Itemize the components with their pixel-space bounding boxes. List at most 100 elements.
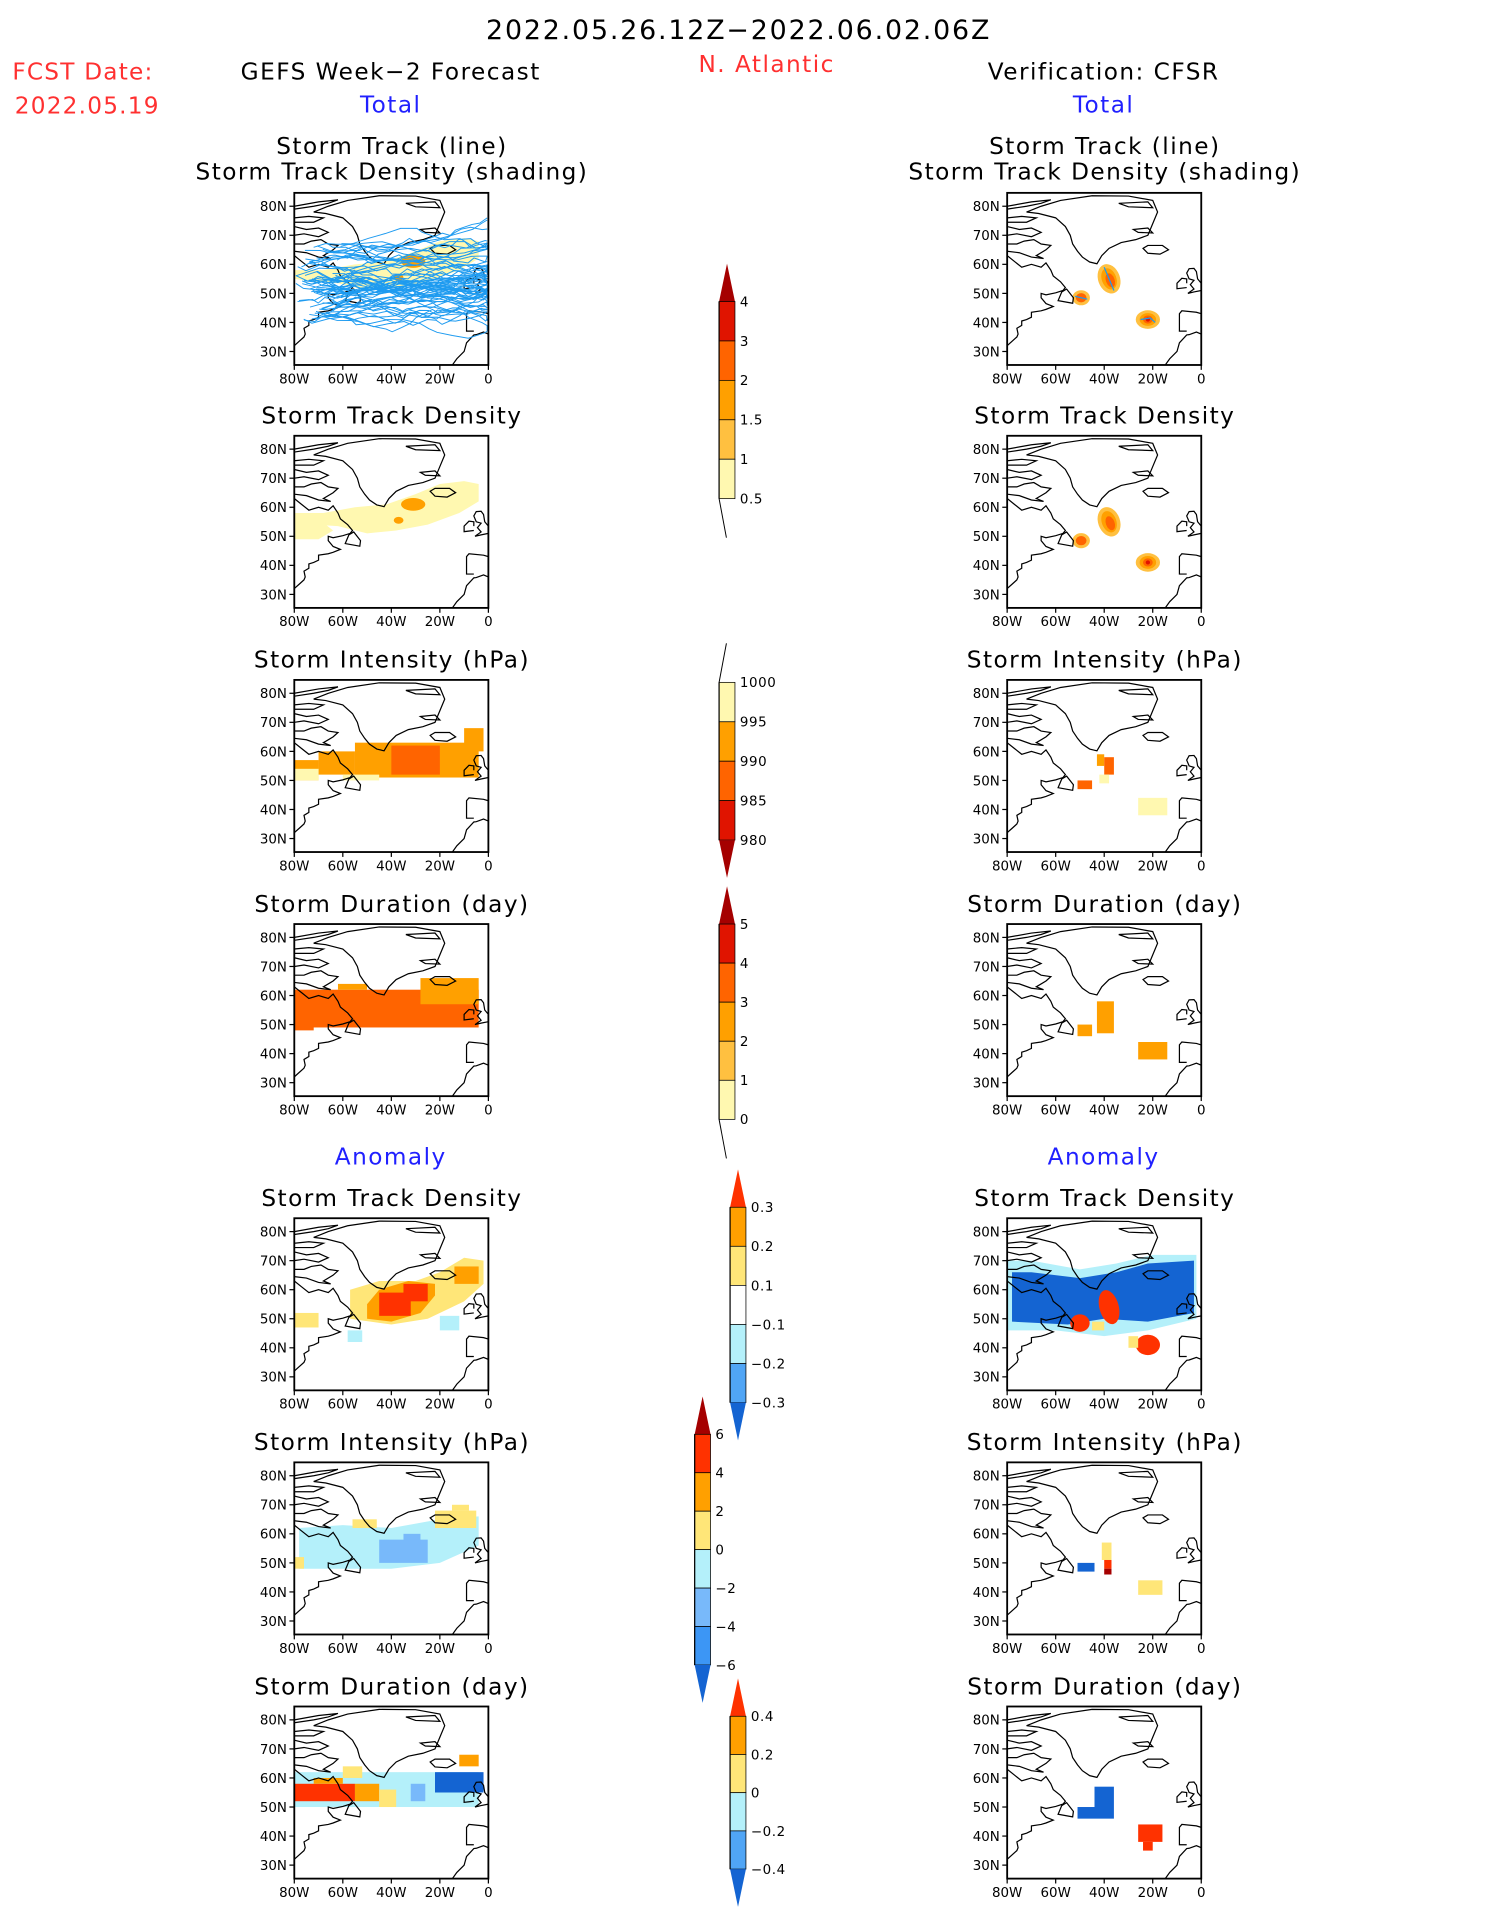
lon-tick-label: 20W (425, 859, 455, 874)
storm-track-line (340, 227, 488, 249)
colorbar-tick-label: 2 (715, 1505, 724, 1520)
panel-title: Storm Duration (day) (967, 1673, 1242, 1700)
lat-tick-label: 30N (973, 345, 1000, 360)
lat-tick-label: 60N (260, 745, 287, 760)
lon-tick-label: 0 (1197, 1886, 1206, 1901)
verification-duration-anomaly-map: 80N 70N 60N 50N 40N 30N 80W 60W 40W 20W 0 (973, 1705, 1206, 1901)
colorbar-box (718, 721, 736, 762)
lat-tick-label: 40N (973, 559, 1000, 574)
coastline (1007, 926, 1202, 1097)
lat-tick-label: 40N (260, 1342, 287, 1357)
panel-title: Storm Track Density (974, 403, 1235, 430)
lon-tick-label: 80W (279, 1103, 309, 1118)
lon-tick-label: 0 (484, 1642, 493, 1657)
verification-track-line-map: 80N 70N 60N 50N 40N 30N 80W 60W 40W 20W 0 (973, 191, 1206, 387)
lon-tick-label: 80W (992, 1103, 1022, 1118)
storm-track-line (311, 270, 488, 288)
lat-tick-label: 30N (260, 1859, 287, 1874)
storm-track-line (311, 311, 488, 333)
lat-tick-label: 30N (973, 1371, 1000, 1386)
lat-tick-label: 60N (260, 258, 287, 273)
lat-tick-label: 40N (260, 803, 287, 818)
panel-title: Storm Intensity (hPa) (254, 647, 530, 674)
lat-tick-label: 70N (260, 229, 287, 244)
panel-title: Storm Track Density (261, 403, 522, 430)
lat-tick-label: 60N (973, 501, 1000, 516)
lat-tick-label: 60N (973, 989, 1000, 1004)
lat-tick-label: 50N (260, 530, 287, 545)
storm-track-line (330, 252, 488, 264)
lat-tick-label: 70N (973, 716, 1000, 731)
colorbar-box (718, 458, 736, 500)
lat-tick-label: 30N (973, 832, 1000, 847)
storm-track-line (322, 248, 488, 263)
storm-track-line (323, 275, 488, 300)
colorbar-box (694, 1472, 711, 1512)
lat-tick-label: 40N (260, 1048, 287, 1063)
forecast-duration-map: 80N 70N 60N 50N 40N 30N 80W 60W 40W 20W 0 (260, 923, 493, 1118)
colorbar-tick-label: −6 (715, 1659, 736, 1674)
colorbar-box (729, 1792, 747, 1832)
lat-tick-label: 50N (260, 1801, 287, 1816)
colorbar-tick-label: 1000 (740, 676, 777, 691)
lon-tick-label: 40W (1089, 1398, 1119, 1413)
colorbar-tick-label: 0 (740, 1113, 749, 1128)
lat-tick-label: 50N (260, 774, 287, 789)
lat-tick-label: 30N (973, 1615, 1000, 1630)
colorbar-box (729, 1245, 747, 1286)
panel-title: Storm Intensity (hPa) (254, 1429, 530, 1456)
lon-tick-label: 60W (328, 1642, 358, 1657)
colorbar-tick-label: 2 (740, 1035, 749, 1050)
storm-track-line (309, 254, 488, 263)
map-field (1007, 1708, 1202, 1879)
lon-tick-label: 80W (279, 1398, 309, 1413)
map-field (294, 926, 489, 1097)
lon-tick-label: 0 (1197, 1398, 1206, 1413)
lat-tick-label: 60N (260, 501, 287, 516)
storm-track-line (326, 268, 488, 290)
storm-track-line (321, 305, 488, 317)
colorbar-box (718, 760, 736, 802)
lon-tick-label: 0 (1197, 859, 1206, 874)
colorbar-intensity-anomaly: 6 4 2 0 −2 −4 −6 (694, 1396, 736, 1703)
anomaly-label-left: Anomaly (335, 1144, 447, 1171)
map-field (1007, 438, 1202, 608)
colorbar-box (718, 681, 736, 723)
lat-tick-label: 30N (260, 1077, 287, 1092)
storm-track-line (313, 240, 488, 260)
lon-tick-label: 20W (425, 1103, 455, 1118)
colorbar-box (729, 1830, 747, 1870)
lon-tick-label: 80W (992, 615, 1022, 630)
lat-tick-label: 40N (973, 1048, 1000, 1063)
colorbar-lower-arrow (730, 1402, 746, 1441)
lon-tick-label: 40W (376, 372, 406, 387)
colorbar-box (729, 1754, 747, 1794)
coastline (294, 1464, 489, 1635)
lon-tick-label: 60W (328, 1103, 358, 1118)
lon-tick-label: 60W (1041, 1398, 1071, 1413)
colorbar-duration-anomaly: 0.4 0.2 0 −0.2 −0.4 (729, 1678, 785, 1907)
lon-tick-label: 60W (1041, 1886, 1071, 1901)
colorbar-tick-label: 1 (740, 1074, 749, 1089)
lat-tick-label: 70N (973, 229, 1000, 244)
lon-tick-label: 20W (425, 615, 455, 630)
panel-title: Storm Duration (day) (254, 891, 529, 918)
storm-track-line (299, 284, 488, 304)
colorbar-tick-label: 5 (740, 918, 749, 933)
colorbar-tick-label: 0.1 (751, 1279, 774, 1294)
lat-tick-label: 60N (260, 1528, 287, 1543)
panel-title: Storm Track Density (974, 1185, 1235, 1212)
lat-tick-label: 70N (973, 960, 1000, 975)
lon-tick-label: 40W (1089, 1642, 1119, 1657)
lat-tick-label: 50N (260, 1313, 287, 1328)
lon-tick-label: 20W (1138, 859, 1168, 874)
colorbar-tick-label: 3 (740, 335, 749, 350)
region-label: N. Atlantic (698, 51, 834, 78)
total-label-left: Total (359, 91, 421, 118)
lat-tick-label: 40N (260, 1586, 287, 1601)
lat-tick-label: 70N (260, 1255, 287, 1270)
verification-intensity-anomaly-map: 80N 70N 60N 50N 40N 30N 80W 60W 40W 20W 0 (973, 1461, 1206, 1657)
lat-tick-label: 80N (260, 1225, 287, 1240)
panel-title: Storm Duration (day) (254, 1673, 529, 1700)
